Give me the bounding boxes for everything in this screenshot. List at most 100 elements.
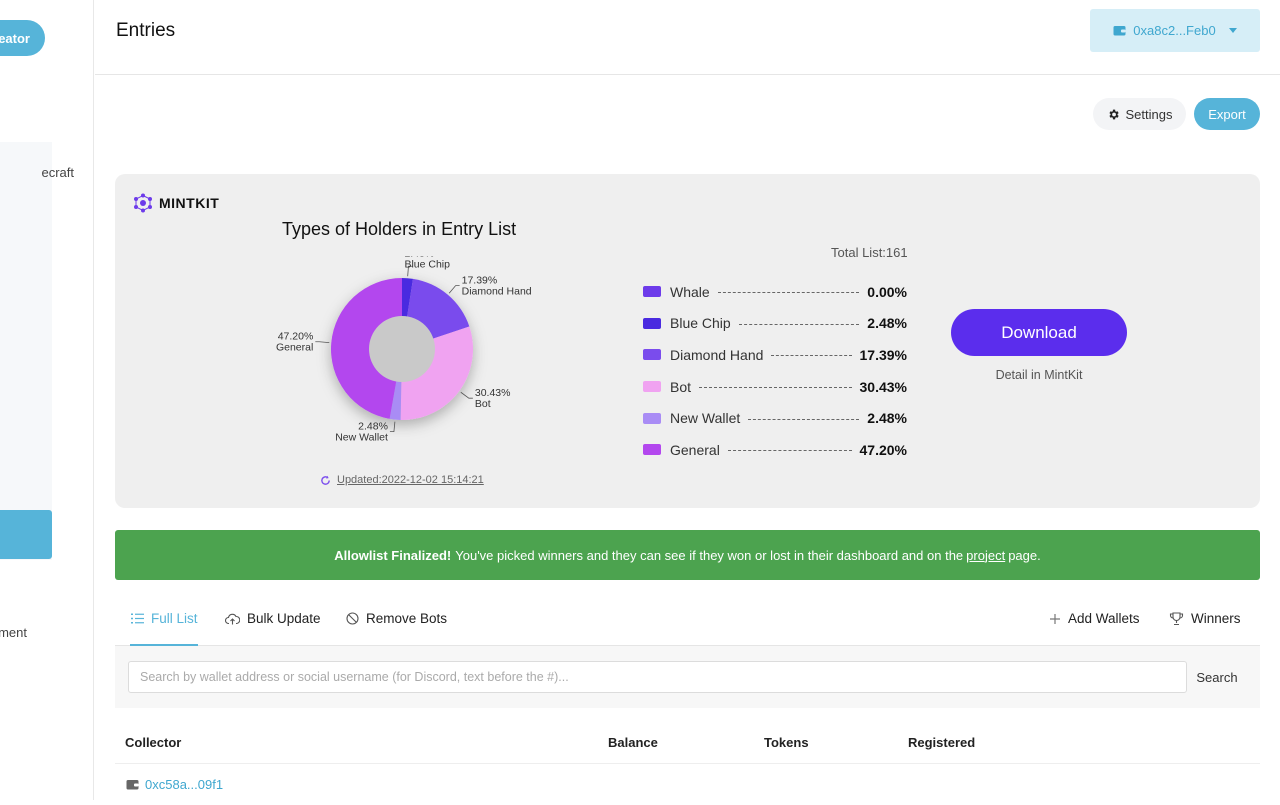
holders-pie-chart: 2.48% Blue Chip 17.39%Diamond Hand 30.43%Bo… [276,256,532,444]
legend-value: 2.48% [867,315,907,332]
legend-swatch [643,286,661,298]
legend-swatch [643,317,661,329]
pie-name-label: Blue Chip [404,258,450,270]
tab-remove-bots[interactable]: Remove Bots [346,611,447,626]
table-header: Collector Balance Tokens Registered [115,722,1260,764]
list-tabs: Full List Bulk Update Remove Bots Add Wa… [115,600,1260,646]
legend-swatch [643,444,661,456]
project-link[interactable]: project [966,547,1006,563]
legend-swatch [643,349,661,361]
pie-name-label: Bot [475,398,491,410]
legend-value: 47.20% [859,441,907,458]
block-icon [346,612,359,625]
pie-name-label: General [276,342,313,354]
tab-full-list-label: Full List [151,611,198,626]
export-button[interactable]: Export [1194,98,1260,130]
legend-swatch [643,412,661,424]
legend-label: Diamond Hand [670,346,764,363]
pie-value-label: 2.48% [358,421,388,433]
finalized-banner: Allowlist Finalized! You've picked winne… [115,530,1260,580]
wallet-address: 0xa8c2...Feb0 [1133,23,1216,38]
tab-full-list[interactable]: Full List [131,611,198,626]
detail-link[interactable]: Detail in MintKit [995,368,1083,382]
pie-leader-line [448,285,460,294]
legend-leader [727,450,852,452]
pie-value-label: 30.43% [475,387,511,399]
legend-label: New Wallet [670,410,741,427]
sidebar: eator ecraft ment [0,0,94,800]
banner-tail: page. [1008,547,1041,563]
banner-strong: Allowlist Finalized! [334,547,452,563]
pie-leader-line [407,265,413,277]
sidebar-item-active[interactable] [0,510,52,559]
tab-bulk-update[interactable]: Bulk Update [225,611,321,626]
settings-button[interactable]: Settings [1093,98,1186,130]
cloud-upload-icon [225,613,240,625]
legend-label: Whale [670,283,710,300]
wallet-icon [1113,26,1126,36]
sidebar-panel [0,142,52,560]
pie-value-label: 17.39% [462,275,498,287]
trophy-icon [1169,611,1184,625]
pie-slice [331,278,402,419]
winners-button[interactable]: Winners [1169,611,1241,626]
pie-leader-line [389,421,396,433]
column-balance[interactable]: Balance [608,735,658,750]
pie-name-label: Diamond Hand [462,286,532,298]
search-input[interactable] [128,661,1187,693]
list-icon [131,613,144,624]
legend-label: General [670,441,720,458]
sidebar-item-craft[interactable]: ecraft [41,165,74,180]
pie-leader-line [460,391,473,399]
column-tokens[interactable]: Tokens [764,735,809,750]
column-registered[interactable]: Registered [908,735,976,750]
pie-leader-line [315,341,330,344]
legend-item: Whale 0.00% [643,276,907,308]
wallet-button[interactable]: 0xa8c2...Feb0 [1090,9,1260,52]
legend-value: 2.48% [867,410,907,427]
column-collector[interactable]: Collector [125,735,182,750]
legend-swatch [643,381,661,393]
legend-item: Diamond Hand 17.39% [643,339,907,371]
legend-leader [699,387,852,389]
tab-bulk-update-label: Bulk Update [247,611,321,626]
sidebar-item-ment[interactable]: ment [0,625,27,640]
legend-item: General 47.20% [643,434,907,466]
pie-hole [369,316,435,382]
chart-legend: Whale 0.00% Blue Chip 2.48% Diamond Hand 17.3… [643,276,907,466]
updated-link[interactable]: Updated:2022-12-02 15:14:21 [320,474,484,486]
updated-text: Updated:2022-12-02 15:14:21 [337,474,484,486]
legend-leader [717,292,860,294]
header: Entries 0xa8c2...Feb0 [95,0,1280,75]
refresh-icon [321,475,330,485]
page-title: Entries [116,20,176,41]
legend-value: 17.39% [859,346,907,363]
pie-value-label: 47.20% [278,331,314,343]
legend-label: Blue Chip [670,315,731,332]
search-button[interactable]: Search [1196,669,1238,685]
mintkit-logo: MINTKIT [133,193,219,213]
legend-value: 0.00% [867,283,907,300]
creator-button[interactable]: eator [0,20,45,56]
legend-leader [771,355,852,357]
holders-card: MINTKIT Types of Holders in Entry List 2… [115,174,1260,508]
total-list: Total List:161 [831,245,908,260]
active-tab-indicator [130,644,198,646]
search-bar: Search [115,646,1260,708]
winners-label: Winners [1191,611,1241,626]
legend-item: Blue Chip 2.48% [643,308,907,340]
collector-link[interactable]: 0xc58a...09f1 [126,777,223,792]
legend-label: Bot [670,378,692,395]
chart-title: Types of Holders in Entry List [282,219,517,239]
legend-value: 30.43% [859,378,907,395]
legend-leader [738,323,860,325]
legend-leader [748,418,860,420]
plus-icon [1050,613,1060,624]
download-button[interactable]: Download [951,309,1127,356]
banner-text: You've picked winners and they can see i… [455,547,964,563]
add-wallets-button[interactable]: Add Wallets [1049,611,1140,626]
legend-item: Bot 30.43% [643,371,907,403]
wallet-icon [126,780,139,790]
tab-remove-bots-label: Remove Bots [366,611,448,626]
legend-item: New Wallet 2.48% [643,402,907,434]
